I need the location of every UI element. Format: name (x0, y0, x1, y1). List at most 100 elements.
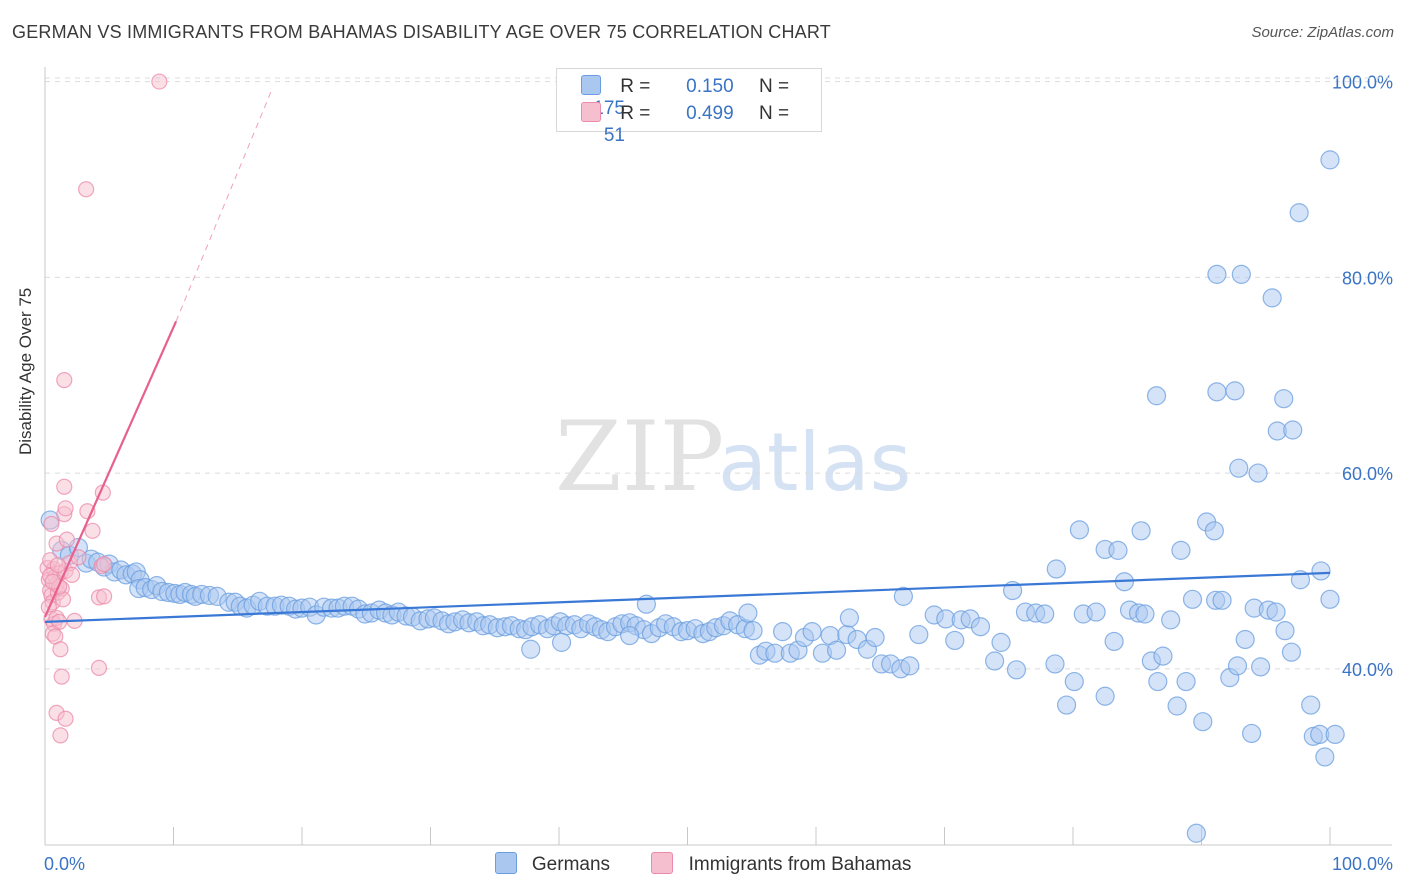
germans-point-185 (1204, 521, 1224, 541)
y-tick-label-0: 40.0% (1342, 660, 1393, 680)
legend-r-value-germans: 0.150 (686, 76, 734, 97)
germans-trend-line (44, 571, 1331, 623)
bahamas-point-19 (52, 641, 69, 658)
bahamas-point-24 (43, 515, 60, 533)
bahamas-point-48 (58, 531, 75, 548)
legend-swatch-bahamas (581, 102, 601, 122)
germans-point-171 (551, 632, 572, 652)
legend-row-germans: R = 0.150 N = 175 (581, 75, 821, 119)
germans-point-199 (1207, 264, 1227, 284)
bahamas-point-28 (56, 371, 73, 389)
germans-point-182 (1131, 521, 1151, 541)
x-tick-label-min: 0.0% (44, 854, 85, 874)
germans-point-142 (1095, 686, 1115, 706)
bahamas-trend-extension (175, 91, 272, 322)
germans-point-166 (1281, 642, 1302, 662)
germans-point-176 (893, 586, 913, 606)
germans-point-192 (1283, 420, 1303, 440)
bahamas-point-29 (78, 181, 95, 198)
germans-point-154 (1182, 589, 1203, 609)
series-legend: Germans Immigrants from Bahamas (0, 852, 1406, 876)
germans-point-191 (1274, 389, 1294, 409)
germans-point-174 (738, 603, 758, 623)
germans-point-160 (1235, 629, 1255, 650)
bahamas-point-39 (90, 659, 108, 676)
bahamas-trend-line (43, 320, 178, 618)
germans-point-143 (1104, 631, 1124, 652)
germans-point-119 (865, 627, 885, 648)
germans-point-133 (1006, 660, 1027, 680)
germans-point-151 (1161, 610, 1181, 630)
legend-r-label: R = (620, 103, 651, 124)
bahamas-point-22 (52, 727, 69, 744)
germans-point-164 (1266, 602, 1286, 622)
germans-point-168 (1301, 695, 1321, 715)
germans-point-202 (1167, 696, 1187, 716)
legend-label-germans: Germans (531, 854, 611, 875)
legend-row-bahamas: R = 0.499 N = 51 (581, 102, 821, 146)
bahamas-point-26 (57, 500, 74, 517)
bahamas-point-37 (96, 588, 113, 605)
correlation-legend: R = 0.150 N = 175 R = 0.499 N = 51 (556, 68, 822, 146)
germans-point-138 (1056, 695, 1077, 715)
germans-point-124 (909, 624, 929, 645)
bahamas-point-30 (151, 73, 168, 90)
germans-point-112 (802, 622, 822, 642)
germans-point-139 (1064, 671, 1084, 692)
germans-point-198 (1325, 724, 1345, 745)
germans-point-153 (1176, 671, 1196, 692)
germans-point-115 (826, 640, 847, 660)
germans-point-123 (900, 656, 920, 676)
germans-point-189 (1248, 463, 1268, 483)
germans-point-152 (1171, 540, 1191, 560)
germans-point-204 (1242, 723, 1262, 744)
germans-point-203 (1186, 823, 1206, 843)
germans-point-159 (1227, 656, 1248, 676)
bahamas-point-50 (49, 556, 66, 574)
germans-point-181 (1108, 540, 1128, 560)
germans-point-200 (1231, 264, 1251, 284)
germans-point-147 (1135, 604, 1155, 624)
germans-point-172 (620, 625, 640, 646)
bahamas-point-27 (56, 478, 73, 495)
germans-point-149 (1148, 671, 1168, 692)
germans-point-104 (743, 621, 763, 641)
germans-point-169 (1311, 561, 1331, 581)
germans-point-201 (1262, 288, 1282, 308)
bahamas-point-35 (96, 555, 113, 573)
legend-swatch-bahamas (651, 852, 674, 874)
germans-point-193 (1289, 203, 1309, 223)
legend-item-bahamas[interactable]: Immigrants from Bahamas (651, 852, 911, 876)
germans-point-186 (1207, 382, 1227, 402)
bahamas-point-20 (53, 668, 70, 685)
watermark-zip: ZIP (555, 401, 724, 513)
x-tick-label-max: 100.0% (1332, 854, 1393, 874)
legend-n-label: N = (758, 103, 790, 124)
germans-point-196 (1315, 747, 1335, 767)
legend-label-bahamas: Immigrants from Bahamas (688, 854, 912, 875)
germans-point-178 (1046, 559, 1066, 579)
legend-swatch-germans (581, 75, 601, 95)
y-tick-label-2: 80.0% (1342, 268, 1393, 288)
germans-point-157 (1212, 590, 1232, 610)
germans-point-136 (1035, 604, 1055, 624)
germans-point-162 (1251, 657, 1271, 677)
germans-point-137 (1045, 654, 1065, 674)
chart-title: GERMAN VS IMMIGRANTS FROM BAHAMAS DISABI… (12, 22, 831, 42)
legend-n-value-bahamas: 51 (603, 125, 625, 146)
y-tick-label-3: 100.0% (1332, 73, 1393, 93)
germans-point-141 (1086, 602, 1106, 622)
germans-point-165 (1275, 621, 1295, 641)
legend-r-label: R = (620, 76, 651, 97)
germans-point-197 (1320, 150, 1340, 170)
germans-point-130 (970, 617, 991, 637)
germans-point-127 (945, 630, 965, 651)
germans-point-155 (1193, 712, 1213, 732)
legend-swatch-germans (494, 852, 517, 874)
germans-point-170 (521, 639, 541, 659)
bahamas-point-32 (84, 522, 101, 539)
germans-point-175 (839, 608, 860, 628)
germans-point-183 (1146, 386, 1167, 406)
legend-item-germans[interactable]: Germans (494, 852, 611, 876)
